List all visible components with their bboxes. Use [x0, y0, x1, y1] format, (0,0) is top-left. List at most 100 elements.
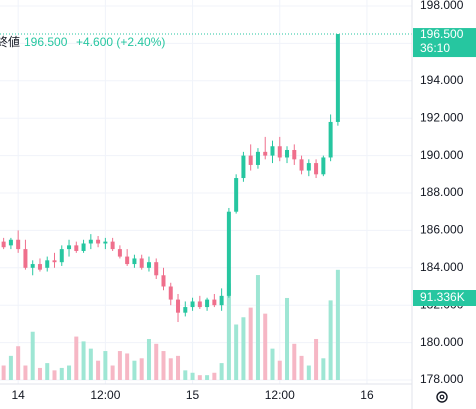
candle-body: [67, 245, 72, 250]
volume-bar: [219, 363, 224, 380]
volume-bar: [45, 363, 50, 380]
volume-bar: [299, 355, 304, 380]
candle-body: [96, 239, 101, 244]
candle-body: [176, 299, 181, 313]
volume-bar: [321, 358, 326, 380]
volume-bar: [74, 336, 79, 380]
candle-body: [37, 264, 42, 270]
candle-body: [59, 249, 64, 263]
y-tick-label: 198.000: [420, 0, 464, 12]
volume-bar: [212, 372, 217, 380]
volume-bar: [139, 358, 144, 380]
volume-bar: [96, 360, 101, 380]
volume-bar: [154, 343, 159, 380]
volume-tag-label: 91.336K: [420, 290, 465, 304]
last-price: 196.500: [24, 35, 68, 49]
candle-body: [16, 239, 21, 250]
gear-inner[interactable]: [439, 394, 445, 400]
candle-body: [255, 151, 260, 165]
candle-body: [190, 301, 195, 308]
candle-body: [154, 262, 159, 276]
x-tick-label: 12:00: [90, 388, 120, 402]
candle-body: [241, 155, 246, 179]
candle-body: [183, 307, 188, 313]
candle-body: [52, 260, 57, 263]
volume-bar: [30, 331, 35, 380]
volume-bar: [328, 300, 333, 380]
volume-bar: [161, 351, 166, 380]
volume-bar: [52, 370, 57, 380]
countdown: 36:10: [420, 41, 450, 55]
volume-bar: [234, 324, 239, 380]
candle-body: [161, 275, 166, 287]
candle-body: [45, 260, 50, 268]
y-tick-label: 180.000: [420, 335, 464, 349]
candle-body: [168, 286, 173, 300]
volume-bar: [132, 360, 137, 380]
volume-bar: [306, 365, 311, 380]
candle-body: [314, 163, 319, 175]
y-tick-label: 190.000: [420, 148, 464, 162]
volume-bar: [103, 351, 108, 380]
volume-bar: [205, 375, 210, 380]
volume-bar: [1, 365, 6, 380]
last-price-tag: [413, 28, 476, 58]
candle-body: [74, 245, 79, 251]
candle-body: [30, 264, 35, 268]
volume-bar: [197, 375, 202, 380]
candle-body: [23, 249, 28, 268]
candle-body: [328, 121, 333, 158]
volume-bar: [8, 355, 13, 380]
volume-bar: [270, 348, 275, 380]
candle-body: [263, 151, 268, 156]
volume-bar: [176, 355, 181, 380]
volume-bar: [241, 317, 246, 380]
candle-body: [212, 299, 217, 306]
y-tick-label: 184.000: [420, 260, 464, 274]
volume-pane: [1, 269, 340, 380]
volume-bar: [255, 275, 260, 380]
close-label: 終値: [0, 34, 20, 49]
x-tick-label: 14: [11, 388, 25, 402]
gear-outer[interactable]: [436, 391, 448, 403]
last-price-tag-label: 196.500: [420, 27, 464, 41]
settings-button[interactable]: [436, 391, 448, 403]
y-tick-label: 194.000: [420, 73, 464, 87]
volume-bar: [292, 343, 297, 380]
candle-body: [81, 243, 86, 251]
candle-body: [1, 241, 6, 248]
x-tick-label: 16: [360, 388, 374, 402]
candle-body: [234, 178, 239, 212]
candle-body: [103, 241, 108, 244]
candle-body: [139, 258, 144, 268]
candle-body: [292, 149, 297, 160]
candle-body: [125, 256, 130, 265]
candle-body: [299, 159, 304, 171]
candle-body: [146, 262, 151, 268]
candle-body: [285, 149, 290, 158]
candle-body: [335, 34, 340, 122]
volume-bar: [168, 358, 173, 380]
volume-bar: [37, 367, 42, 380]
volume-bar: [67, 365, 72, 380]
candle-body: [197, 301, 202, 308]
volume-bar: [183, 370, 188, 380]
volume-bar: [146, 338, 151, 380]
volume-bar: [125, 353, 130, 380]
volume-bar: [190, 372, 195, 380]
y-tick-label: 178.000: [420, 372, 464, 386]
volume-bar: [23, 365, 28, 380]
volume-bar: [226, 283, 231, 380]
volume-bar: [263, 313, 268, 380]
candle-body: [277, 146, 282, 158]
volume-bar: [88, 348, 93, 380]
price-pane: [0, 33, 412, 323]
x-tick-label: 12:00: [265, 388, 295, 402]
volume-bar: [314, 338, 319, 380]
candle-body: [117, 249, 122, 257]
volume-bar: [248, 307, 253, 380]
candle-body: [8, 239, 13, 246]
candle-body: [248, 155, 253, 165]
y-tick-label: 186.000: [420, 223, 464, 237]
